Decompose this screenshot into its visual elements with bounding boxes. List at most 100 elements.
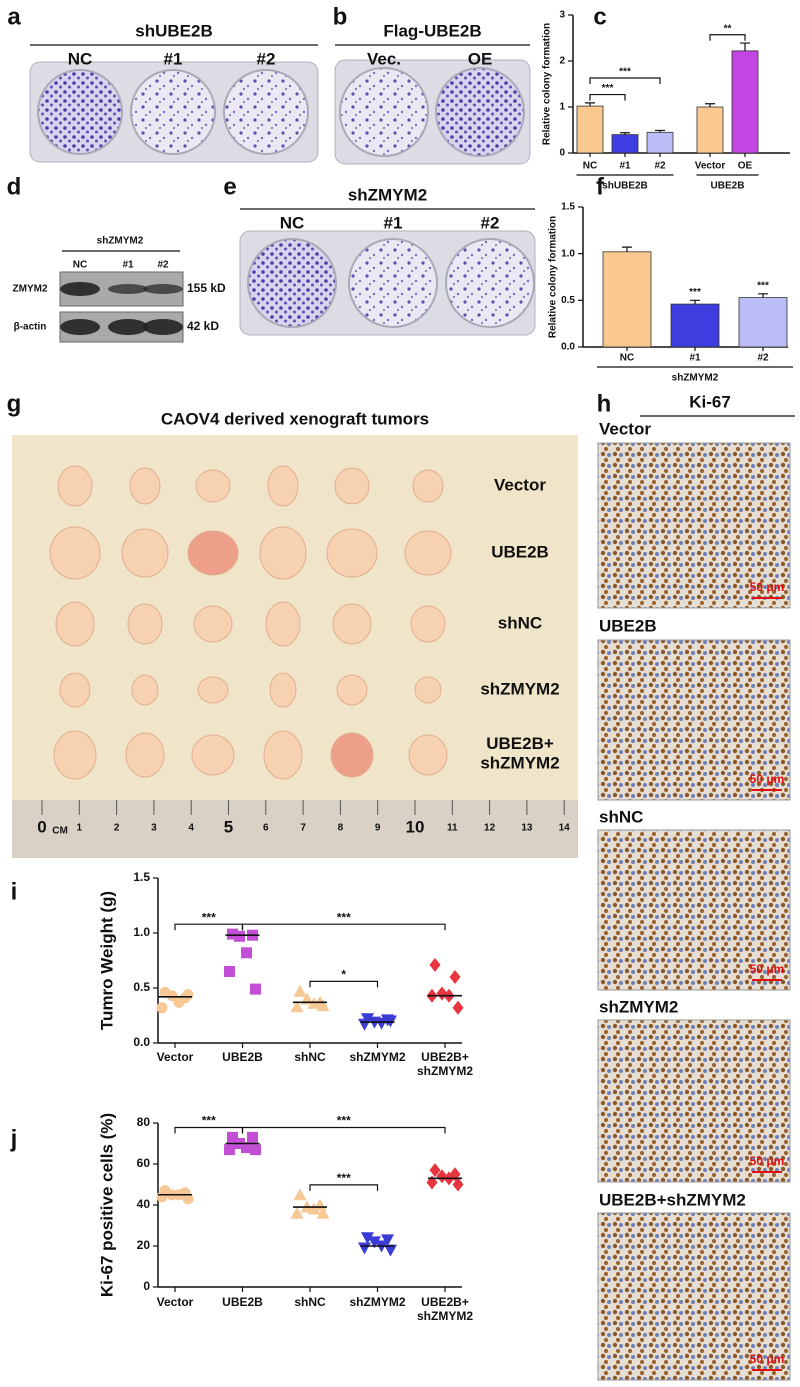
point [368, 1236, 381, 1249]
point [358, 1242, 371, 1255]
x-tick-label: shZMYM2 [349, 1295, 405, 1309]
significance-bracket [589, 77, 661, 85]
tumor [187, 530, 239, 576]
group-label: UBE2B [711, 181, 745, 192]
y-tick-label: 1.0 [133, 925, 150, 939]
panel-title: Ki-67 [689, 392, 731, 411]
tumor [49, 526, 101, 580]
y-tick-label: 0.5 [561, 295, 575, 306]
significance-label: * [341, 968, 346, 982]
significance-label: *** [602, 83, 614, 94]
significance-bracket [241, 1126, 446, 1134]
protein-label: β-actin [14, 322, 47, 333]
point [156, 1002, 168, 1014]
x-tick-label: UBE2B [222, 1295, 263, 1309]
row-label: Vector [494, 475, 546, 494]
x-tick-label: #1 [689, 353, 701, 364]
tumor [408, 734, 448, 776]
point [182, 1193, 194, 1205]
ihc-image [597, 442, 791, 609]
y-tick-label: 1.0 [561, 248, 575, 259]
colony-well [130, 69, 216, 155]
panel-title: shUBE2B [135, 21, 212, 40]
significance-label: *** [202, 910, 216, 924]
blot-band [108, 319, 148, 335]
significance-label: *** [337, 910, 351, 924]
point [429, 957, 441, 972]
column-label: OE [468, 49, 493, 68]
image-label: Vector [599, 419, 651, 438]
y-tick-label: 0 [559, 148, 565, 159]
tumor-photo [12, 435, 578, 858]
x-tick-label: Vector [157, 1050, 194, 1064]
panel-title: CAOV4 derived xenograft tumors [161, 409, 429, 428]
point [241, 947, 252, 959]
tumor [55, 601, 95, 647]
ihc-image [597, 639, 791, 801]
y-tick-label: 2 [559, 56, 565, 67]
panel-label: e [223, 173, 236, 200]
error-bar [758, 293, 768, 298]
blot-band [108, 284, 148, 294]
blot-header: shZMYM2 [97, 236, 144, 247]
ruler-number: 0 [37, 817, 46, 836]
point [224, 966, 235, 977]
y-axis-label: Ki-67 positive cells (%) [97, 1113, 116, 1297]
row-label: UBE2B [491, 542, 549, 561]
point [227, 928, 238, 940]
tumor [57, 465, 93, 507]
point [316, 999, 330, 1012]
x-tick-label: shNC [294, 1050, 326, 1064]
bar [696, 106, 724, 154]
point [358, 1018, 371, 1031]
y-tick-label: 80 [137, 1115, 151, 1129]
panel-label: g [7, 390, 22, 417]
error-bar [655, 129, 665, 133]
point [381, 1234, 394, 1247]
x-tick-label: NC [583, 161, 597, 172]
point [290, 1206, 304, 1219]
tumor [263, 730, 303, 780]
y-axis-label: Relative colony formation [548, 216, 559, 338]
point [293, 1188, 307, 1201]
panel-label: h [597, 390, 612, 417]
tumor [334, 467, 370, 505]
significance-bracket [309, 1184, 379, 1191]
point [361, 1232, 374, 1245]
colony-well [339, 67, 429, 157]
point [250, 1144, 261, 1156]
x-tick-label: Vector [695, 161, 726, 172]
x-tick-label: #1 [619, 161, 631, 172]
text-line: shZMYM2 [417, 1309, 473, 1323]
significance-bracket [241, 923, 446, 931]
point [307, 1202, 321, 1215]
point [166, 990, 178, 1002]
scale-label: 50 μm [750, 1154, 785, 1168]
point [241, 1142, 252, 1154]
column-label: #1 [384, 213, 403, 232]
colony-well [445, 238, 535, 328]
x-tick-label: #2 [654, 161, 666, 172]
blot-band [60, 282, 100, 296]
tumor [414, 676, 442, 704]
tumor [59, 672, 91, 708]
column-label: #2 [481, 213, 500, 232]
tumor [269, 672, 297, 708]
error-bar [585, 102, 595, 107]
ruler-number: 13 [521, 823, 533, 834]
tumor [265, 601, 301, 647]
ihc-image [597, 829, 791, 991]
ruler-number: 6 [263, 823, 269, 834]
ruler-unit: CM [52, 826, 68, 837]
x-tick-label: shNC [294, 1295, 326, 1309]
lane-label: NC [73, 260, 87, 271]
significance-label: *** [619, 67, 631, 78]
column-label: #1 [164, 49, 183, 68]
tumor [127, 603, 163, 645]
column-label: NC [68, 49, 93, 68]
significance-bracket [589, 93, 626, 101]
tumor [404, 530, 452, 576]
point [250, 983, 261, 995]
text-line: UBE2B+ [421, 1295, 469, 1309]
scale-label: 50 μm [750, 1352, 785, 1366]
